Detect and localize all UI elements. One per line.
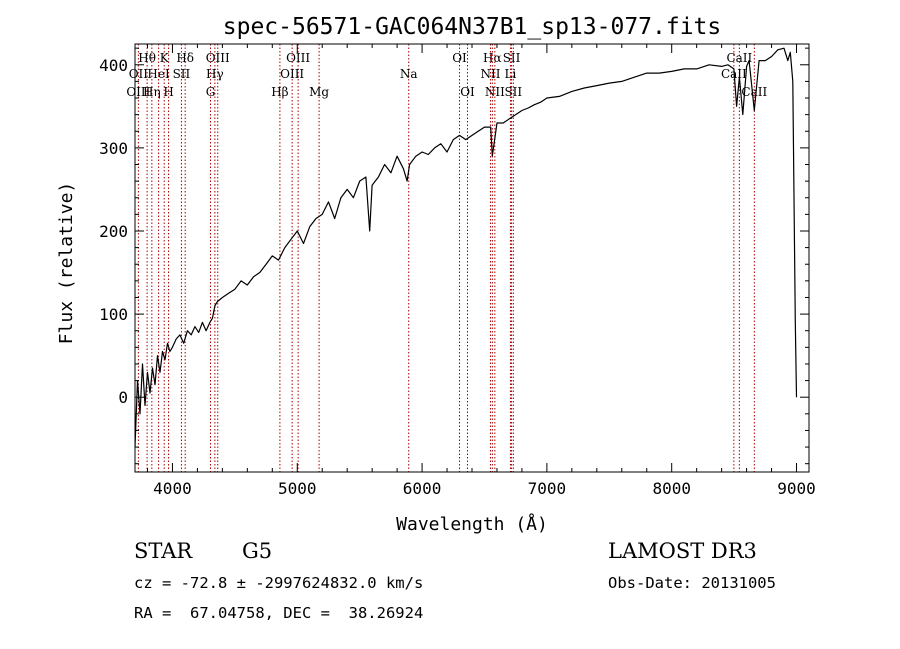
line-label: Hβ — [271, 85, 288, 99]
line-label: HeI — [147, 67, 170, 81]
line-label: Hδ — [176, 51, 194, 65]
x-tick-label: 4000 — [153, 479, 192, 498]
x-tick-label: 5000 — [278, 479, 317, 498]
line-label: Hα — [483, 51, 502, 65]
chart-title: spec-56571-GAC064N37B1_sp13-077.fits — [223, 14, 722, 40]
line-label: OIII — [286, 51, 310, 65]
redshift-text: cz = -72.8 ± -2997624832.0 km/s — [134, 574, 424, 592]
x-tick-label: 7000 — [528, 479, 567, 498]
subclass: G5 — [242, 539, 273, 563]
line-label: Mg — [309, 85, 329, 99]
y-axis-label: Flux (relative) — [56, 182, 77, 345]
line-label: OII — [129, 67, 149, 81]
line-label: OIII — [206, 51, 230, 65]
plot-frame — [134, 43, 810, 473]
series-layer — [134, 47, 798, 448]
line-label: K — [160, 51, 170, 65]
line-label: SII — [503, 51, 521, 65]
survey-name: LAMOST DR3 — [608, 539, 757, 563]
axis-ticks: 4000 5000 6000 7000 8000 9000 0 100 200 300 400 — [99, 44, 816, 498]
line-label: Hθ — [138, 51, 156, 65]
line-label: SII — [173, 67, 191, 81]
line-label: OIII — [280, 67, 304, 81]
line-label: H — [163, 85, 173, 99]
y-tick-label: 400 — [99, 56, 128, 75]
y-tick-label: 300 — [99, 139, 128, 158]
object-class: STAR — [134, 539, 193, 563]
line-label: OI — [460, 85, 475, 99]
x-tick-label: 8000 — [652, 479, 691, 498]
spectrum-line — [134, 47, 798, 448]
y-tick-label: 0 — [118, 388, 128, 407]
x-axis-label: Wavelength (Å) — [396, 513, 548, 535]
line-label: NII — [480, 67, 500, 81]
line-label: SII — [504, 85, 522, 99]
y-tick-label: 100 — [99, 305, 128, 324]
line-label: CaII — [726, 51, 752, 65]
line-label: Li — [505, 67, 517, 81]
line-label: Hη — [143, 85, 161, 99]
y-tick-label: 200 — [99, 222, 128, 241]
line-label: NII — [485, 85, 505, 99]
obs-date-text: Obs-Date: 20131005 — [608, 574, 776, 592]
coordinates-text: RA = 67.04758, DEC = 38.26924 — [134, 604, 424, 622]
line-label: CaII — [741, 85, 767, 99]
line-label: Hγ — [206, 67, 224, 81]
line-label: OI — [452, 51, 467, 65]
x-tick-label: 9000 — [777, 479, 816, 498]
line-label: G — [206, 85, 216, 99]
line-label: OIII — [126, 85, 150, 99]
x-tick-label: 6000 — [403, 479, 442, 498]
line-label: Na — [400, 67, 418, 81]
